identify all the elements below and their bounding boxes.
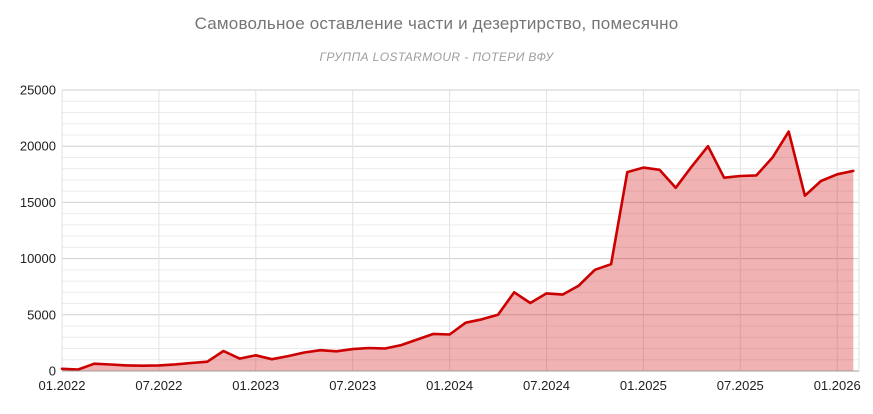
x-axis-labels: 01.2022 07.2022 01.2023 07.2023 01.2024 07.20… — [39, 378, 861, 393]
x-tick-label: 07.2024 — [523, 378, 570, 393]
y-tick-label: 5000 — [27, 307, 56, 322]
y-tick-label: 10000 — [20, 251, 56, 266]
y-tick-label: 25000 — [20, 83, 56, 98]
y-tick-label: 20000 — [20, 139, 56, 154]
y-tick-label: 15000 — [20, 195, 56, 210]
x-tick-label: 01.2025 — [620, 378, 667, 393]
x-tick-label: 07.2022 — [135, 378, 182, 393]
x-tick-label: 01.2024 — [426, 378, 473, 393]
x-tick-label: 01.2026 — [814, 378, 861, 393]
chart-subtitle: ГРУППА LOSTARMOUR - ПОТЕРИ ВФУ — [319, 50, 554, 64]
x-tick-label: 01.2023 — [232, 378, 279, 393]
gridlines — [61, 89, 860, 372]
y-axis-labels: 0 5000 10000 15000 20000 25000 — [20, 83, 56, 379]
y-tick-label: 0 — [49, 364, 56, 379]
x-tick-label: 07.2023 — [329, 378, 376, 393]
chart-title: Самовольное оставление части и дезертирс… — [194, 14, 679, 33]
x-tick-label: 07.2025 — [717, 378, 764, 393]
x-tick-label: 01.2022 — [39, 378, 86, 393]
series-line — [60, 130, 855, 371]
series-area-fill — [62, 131, 854, 371]
